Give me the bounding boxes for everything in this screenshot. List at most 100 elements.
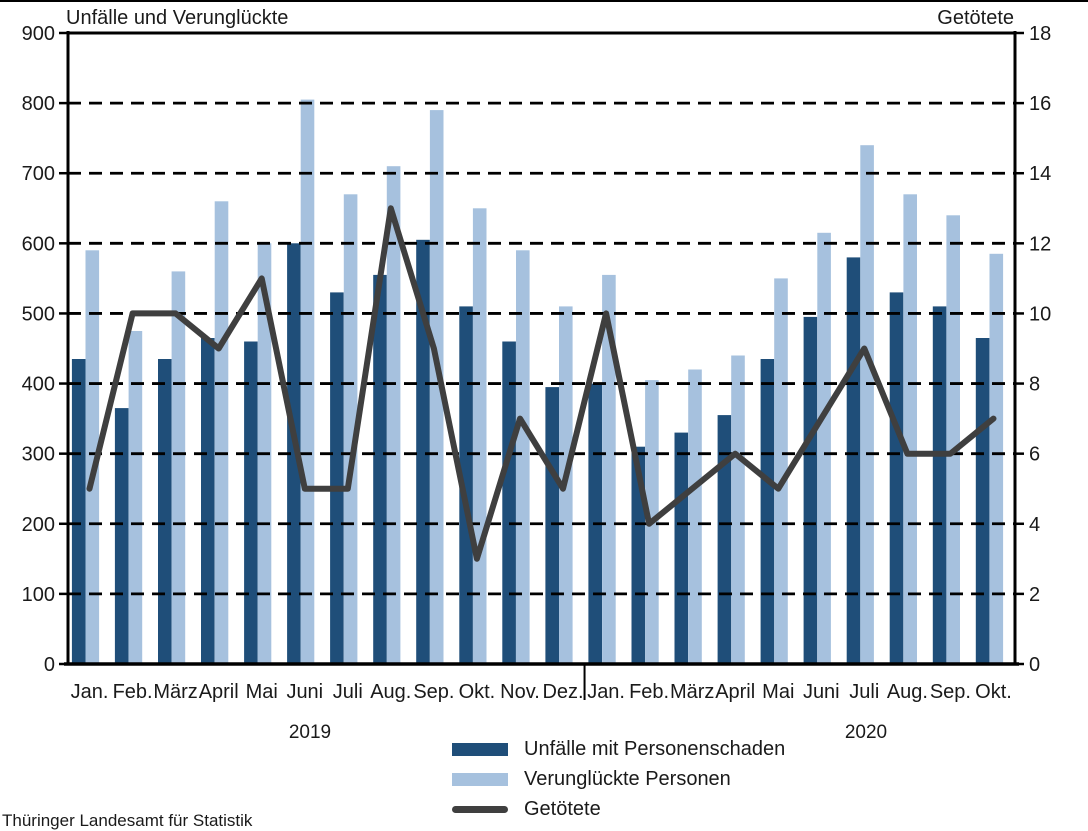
bar-verunglueckte: [429, 110, 444, 665]
right-tick-label: 16: [1029, 93, 1051, 115]
year-label-2020: 2020: [844, 722, 888, 743]
x-tick-label: Nov.: [500, 681, 540, 703]
right-tick-label: 0: [1029, 654, 1040, 676]
right-tick-label: 12: [1029, 233, 1051, 255]
x-tick-label: Okt.: [459, 681, 496, 703]
right-tick-label: 10: [1029, 303, 1051, 325]
bar-verunglueckte: [171, 271, 186, 664]
bar-unfaelle: [201, 338, 215, 664]
bar-verunglueckte: [472, 208, 487, 665]
bar-verunglueckte: [516, 250, 530, 665]
x-tick-label: Juli: [849, 681, 879, 703]
legend-row-accidents: Unfälle mit Personenschaden: [452, 734, 785, 764]
x-tick-label: Juni: [286, 681, 323, 703]
right-axis-title: Getötete: [937, 7, 1014, 29]
x-tick-label: Sep.: [930, 681, 971, 703]
bar-unfaelle: [674, 432, 689, 664]
bar-verunglueckte: [214, 201, 229, 665]
bar-unfaelle: [932, 306, 947, 664]
x-tick-label: Okt.: [975, 681, 1012, 703]
x-tick-label: April: [199, 681, 239, 703]
left-tick-label: 400: [22, 374, 55, 396]
image-top-border: [0, 0, 1088, 2]
legend-label-casualties: Verunglückte Personen: [524, 767, 731, 790]
x-tick-label: April: [715, 681, 755, 703]
legend-label-killed: Getötete: [524, 797, 601, 820]
x-tick-label: Juli: [333, 681, 363, 703]
right-tick-label: 18: [1029, 23, 1051, 45]
bar-unfaelle: [330, 292, 344, 664]
x-tick-label: März: [153, 681, 197, 703]
right-tick-label: 4: [1029, 514, 1040, 536]
right-tick-label: 8: [1029, 374, 1040, 396]
bar-unfaelle: [459, 306, 473, 664]
bar-verunglueckte: [386, 166, 401, 664]
right-tick-label: 14: [1029, 163, 1051, 185]
bar-verunglueckte: [343, 194, 358, 665]
x-tick-label: Feb.: [629, 681, 669, 703]
bar-unfaelle: [803, 316, 818, 664]
legend-row-casualties: Verunglückte Personen: [452, 764, 785, 794]
bar-verunglueckte: [946, 215, 960, 665]
left-tick-label: 500: [22, 303, 55, 325]
x-tick-label: Dez.: [542, 681, 583, 703]
left-tick-label: 0: [44, 654, 55, 676]
x-tick-label: Aug.: [887, 681, 928, 703]
bar-unfaelle: [975, 338, 990, 664]
x-tick-label: Aug.: [370, 681, 411, 703]
bar-unfaelle: [287, 243, 301, 665]
bar-verunglueckte: [731, 355, 745, 664]
bar-unfaelle: [717, 415, 732, 664]
x-tick-label: März: [670, 681, 714, 703]
bar-unfaelle: [71, 359, 86, 664]
left-tick-label: 300: [22, 444, 55, 466]
bar-unfaelle: [502, 341, 516, 664]
left-tick-label: 600: [22, 233, 55, 255]
bar-verunglueckte: [817, 232, 831, 665]
legend-label-accidents: Unfälle mit Personenschaden: [524, 737, 786, 760]
bar-verunglueckte: [903, 194, 917, 665]
right-tick-label: 6: [1029, 444, 1040, 466]
left-tick-label: 900: [22, 23, 55, 45]
bar-unfaelle: [158, 359, 172, 664]
left-tick-label: 700: [22, 163, 55, 185]
left-tick-label: 200: [22, 514, 55, 536]
year-label-2019: 2019: [288, 722, 332, 743]
left-tick-label: 800: [22, 93, 55, 115]
bar-verunglueckte: [602, 274, 616, 664]
bar-unfaelle: [114, 408, 129, 664]
right-tick-label: 2: [1029, 584, 1040, 606]
legend: Unfälle mit Personenschaden Verunglückte…: [452, 734, 785, 824]
left-axis-title: Unfälle und Verunglückte: [66, 7, 289, 29]
bar-unfaelle: [244, 341, 258, 664]
bar-unfaelle: [889, 292, 904, 664]
x-tick-label: Jan.: [71, 681, 109, 703]
killed-line: [86, 205, 997, 562]
bar-unfaelle: [545, 387, 559, 664]
accidents-swatch: [452, 742, 508, 756]
bar-verunglueckte: [688, 369, 702, 664]
bar-verunglueckte: [989, 253, 1004, 665]
bar-unfaelle: [373, 274, 387, 664]
legend-row-killed: Getötete: [452, 794, 785, 824]
x-tick-label: Feb.: [113, 681, 153, 703]
bar-verunglueckte: [860, 145, 874, 664]
bar-verunglueckte: [128, 331, 143, 664]
bar-unfaelle: [416, 239, 430, 665]
left-tick-label: 100: [22, 584, 55, 606]
x-tick-label: Mai: [762, 681, 794, 703]
casualties-swatch: [452, 772, 508, 786]
bar-verunglueckte: [85, 250, 100, 665]
x-tick-label: Jan.: [587, 681, 625, 703]
x-tick-label: Sep.: [413, 681, 454, 703]
bar-unfaelle: [846, 257, 861, 664]
bar-verunglueckte: [774, 278, 788, 664]
source-attribution: Thüringer Landesamt für Statistik: [2, 811, 253, 830]
bar-unfaelle: [760, 359, 775, 664]
x-tick-label: Juni: [803, 681, 840, 703]
bar-verunglueckte: [300, 99, 315, 665]
x-tick-label: Mai: [246, 681, 278, 703]
killed-line-swatch: [452, 805, 508, 813]
